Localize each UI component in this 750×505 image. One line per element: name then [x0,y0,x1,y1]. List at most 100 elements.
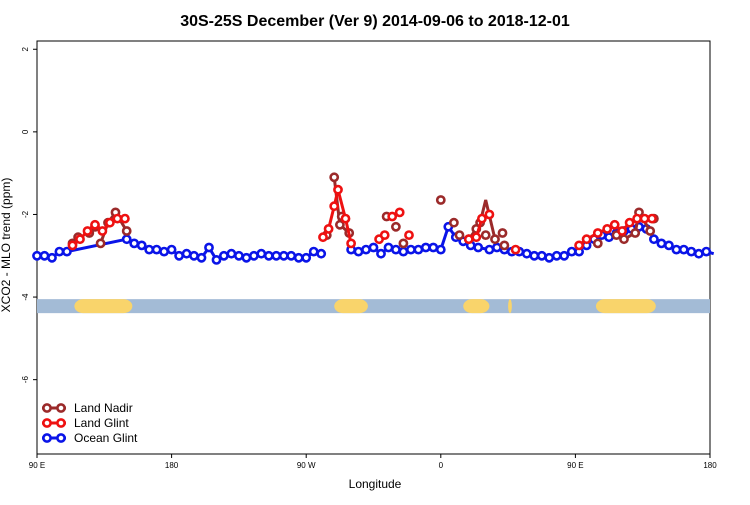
data-point-ocean-glint [376,248,386,259]
data-point-ocean-glint [62,246,72,257]
surface-bar [37,299,710,314]
surface-land-segment-0 [74,299,133,314]
data-point-ocean-glint [701,246,712,257]
data-point-ocean-glint [361,244,371,255]
data-point-ocean-glint [435,244,446,255]
surface-land-segment-2 [463,299,490,314]
data-point-ocean-glint [226,248,237,259]
data-point-ocean-glint [189,250,199,261]
data-point-land-glint [340,213,351,224]
data-point-land-glint [463,234,474,245]
x-tick-label: 90 E [567,461,583,470]
data-point-ocean-glint [316,248,327,259]
data-point-ocean-glint [649,234,659,245]
data-point-land-glint [510,244,521,255]
data-point-ocean-glint [129,238,140,249]
data-point-ocean-glint [656,238,667,249]
data-point-land-nadir [499,240,510,251]
data-point-land-glint [90,219,100,230]
data-point-ocean-glint [301,252,312,263]
y-tick-label: -4 [21,293,30,301]
data-point-ocean-glint [286,250,297,261]
data-point-ocean-glint [47,252,57,263]
data-point-ocean-glint [32,250,42,261]
data-point-ocean-glint [271,250,282,261]
data-point-land-nadir [448,217,459,228]
x-tick-label: 0 [439,461,444,470]
data-point-ocean-glint [151,244,162,255]
data-point-land-glint [394,207,405,218]
data-point-ocean-glint [136,240,147,251]
data-point-ocean-glint [390,244,401,255]
y-tick-label: -2 [21,210,30,218]
data-point-ocean-glint [196,252,207,263]
data-point-land-glint [97,226,108,236]
series-land-nadir [67,172,659,251]
data-point-land-nadir [435,195,446,205]
data-point-land-glint [333,184,343,195]
y-axis-label: XCO2 - MLO trend (ppm) [0,178,13,313]
legend-marker-right-ocean-glint [56,433,66,443]
data-point-ocean-glint [256,248,267,259]
data-point-land-nadir [95,238,106,249]
data-point-land-glint [112,213,123,224]
data-point-land-glint [67,240,78,251]
data-point-land-nadir [334,219,345,230]
data-point-ocean-glint [398,246,409,257]
legend-marker-left-land-nadir [42,403,52,413]
data-point-ocean-glint [166,244,177,255]
data-point-ocean-glint [308,246,319,257]
data-point-ocean-glint [693,248,704,259]
surface-land-segment-4 [595,299,656,314]
data-point-land-glint [624,217,635,228]
data-point-land-nadir [630,228,641,238]
data-point-land-glint [632,213,642,224]
data-point-ocean-glint [420,242,431,253]
data-point-ocean-glint [211,254,222,265]
data-point-ocean-glint [428,242,439,253]
data-point-ocean-glint [529,250,540,261]
data-point-ocean-glint [544,252,555,263]
data-point-ocean-glint [263,250,274,261]
data-point-land-glint [609,219,620,230]
data-point-land-nadir [619,234,629,245]
data-point-ocean-glint [484,244,495,255]
legend-label-land-nadir: Land Nadir [74,401,133,415]
data-point-land-nadir [497,228,508,238]
data-point-land-glint [471,232,482,243]
y-tick-label: -6 [21,376,30,384]
x-tick-label: 180 [165,461,179,470]
data-point-land-glint [647,213,657,224]
surface-ocean-band [37,299,710,314]
data-point-ocean-glint [174,250,184,261]
data-point-ocean-glint [405,244,416,255]
data-point-land-nadir [490,234,500,245]
data-point-ocean-glint [536,250,547,261]
data-point-land-glint [82,226,93,236]
data-point-ocean-glint [686,246,697,257]
x-tick-label: 90 E [29,461,45,470]
data-point-ocean-glint [353,246,364,257]
data-point-ocean-glint [204,242,214,253]
data-point-land-glint [318,232,328,243]
data-point-land-nadir [390,221,401,232]
y-tick-label: 0 [21,129,30,134]
data-point-land-nadir [329,172,340,183]
data-point-ocean-glint [159,246,169,257]
legend-label-ocean-glint: Ocean Glint [74,431,138,445]
data-point-ocean-glint [473,242,484,253]
data-point-ocean-glint [121,234,132,245]
data-point-ocean-glint [233,250,244,261]
data-point-ocean-glint [241,252,252,263]
data-point-ocean-glint [604,232,614,243]
data-point-ocean-glint [559,250,570,261]
data-point-land-glint [120,213,130,224]
data-point-land-nadir [480,230,491,240]
legend-marker-left-land-glint [42,418,52,428]
y-tick-label: 2 [21,46,30,51]
data-point-land-nadir [592,238,603,249]
data-point-land-nadir [121,226,132,236]
